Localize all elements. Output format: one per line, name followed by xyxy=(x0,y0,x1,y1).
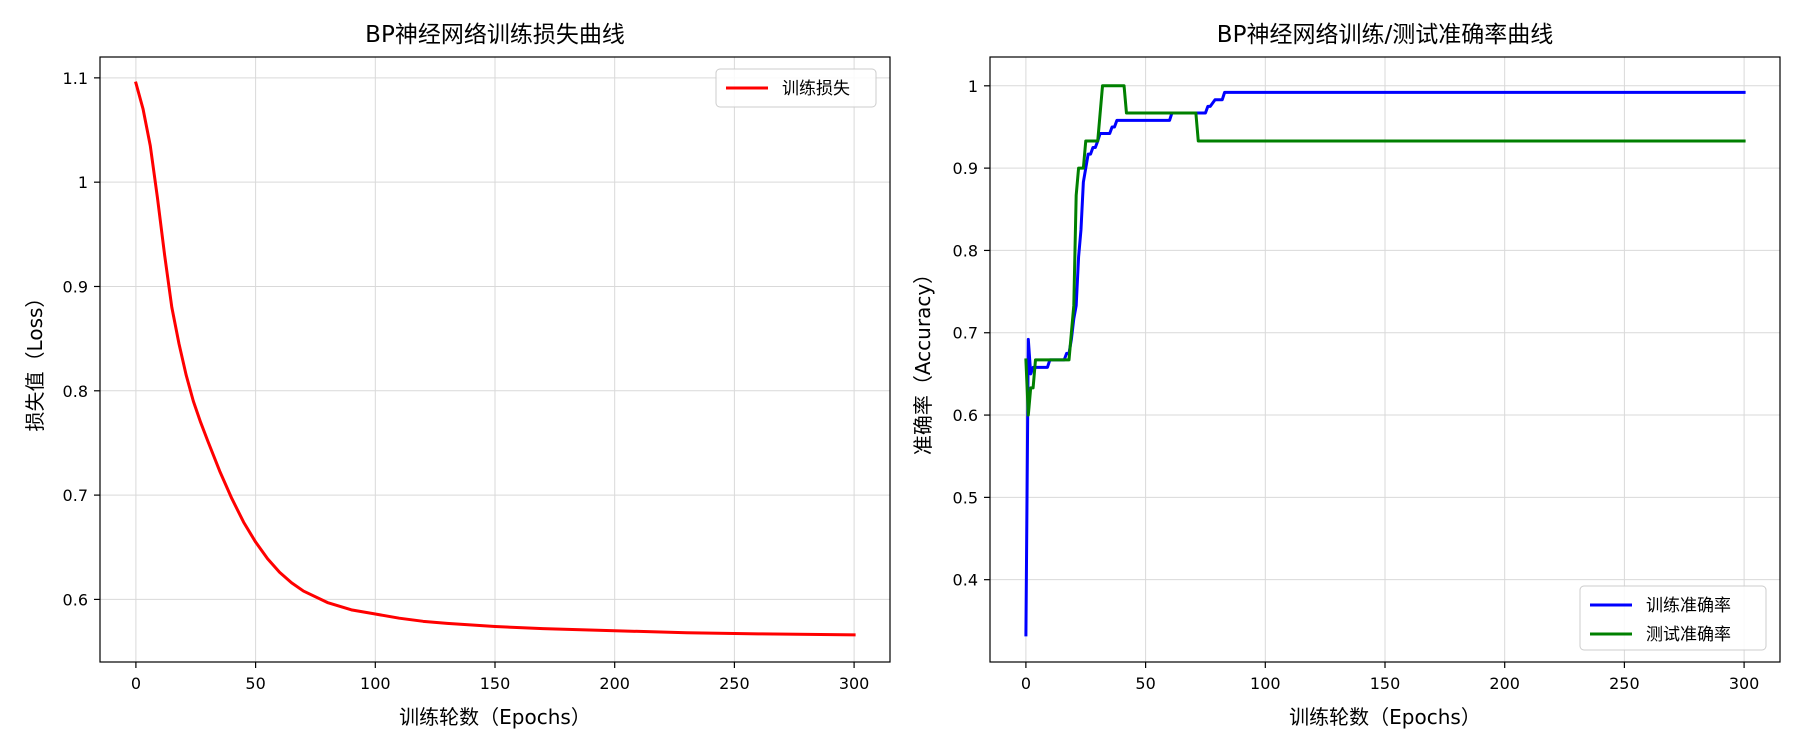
accuracy-chart-legend-label: 训练准确率 xyxy=(1646,596,1731,616)
accuracy-chart-title: BP神经网络训练/测试准确率曲线 xyxy=(1217,22,1553,48)
accuracy-chart-xtick-label: 100 xyxy=(1250,674,1281,693)
loss-chart-series-line-0 xyxy=(134,81,856,637)
accuracy-chart-series-line-1 xyxy=(1024,84,1746,417)
accuracy-chart-xtick-label: 300 xyxy=(1729,674,1760,693)
accuracy-chart-xtick-label: 150 xyxy=(1370,674,1401,693)
loss-chart-xtick-label: 250 xyxy=(719,674,750,693)
accuracy-chart-grid xyxy=(990,57,1780,662)
accuracy-chart-ytick-label: 0.4 xyxy=(953,571,978,590)
loss-chart-xtick-label: 200 xyxy=(599,674,630,693)
accuracy-chart-ytick-label: 0.6 xyxy=(953,406,978,425)
loss-chart-ytick-label: 1.1 xyxy=(63,69,88,88)
loss-chart-ylabel: 损失值（Loss） xyxy=(23,288,47,432)
loss-chart-title: BP神经网络训练损失曲线 xyxy=(365,22,625,48)
accuracy-chart-ytick-label: 1 xyxy=(968,77,978,96)
accuracy-chart-ytick-label: 0.7 xyxy=(953,324,978,343)
loss-chart-xlabel: 训练轮数（Epochs） xyxy=(399,705,591,729)
loss-chart-xtick-label: 100 xyxy=(360,674,391,693)
accuracy-chart-legend-label: 测试准确率 xyxy=(1646,625,1731,645)
loss-chart-ticks: 0 50 100 150 200 250 300 0.6 0.7 0.8 0.9 1 1.1 xyxy=(63,69,870,693)
loss-chart-ytick-label: 0.7 xyxy=(63,486,88,505)
loss-chart-legend: 训练损失 xyxy=(715,68,877,108)
accuracy-chart-xtick-label: 50 xyxy=(1135,674,1155,693)
loss-chart-xtick-label: 50 xyxy=(245,674,265,693)
accuracy-chart-ytick-label: 0.9 xyxy=(953,159,978,178)
loss-chart-series xyxy=(134,81,856,637)
accuracy-chart-ylabel: 准确率（Accuracy） xyxy=(911,264,935,455)
loss-chart-xtick-label: 300 xyxy=(839,674,870,693)
accuracy-chart-xtick-label: 200 xyxy=(1489,674,1520,693)
loss-chart-xtick-label: 150 xyxy=(480,674,511,693)
accuracy-chart-series xyxy=(1024,84,1746,637)
accuracy-chart-xtick-label: 0 xyxy=(1021,674,1031,693)
loss-chart-ytick-label: 1 xyxy=(78,173,88,192)
loss-chart-xtick-label: 0 xyxy=(131,674,141,693)
loss-chart-legend-label: 训练损失 xyxy=(782,79,850,99)
accuracy-chart-ticks: 0 50 100 150 200 250 300 0.4 0.5 0.6 0.7 0.8 0.9 1 xyxy=(953,77,1760,693)
loss-chart: BP神经网络训练损失曲线 0 50 100 150 200 250 300 0.6 0.7 0.8… xyxy=(23,22,891,729)
loss-chart-grid xyxy=(100,57,890,662)
accuracy-chart-xlabel: 训练轮数（Epochs） xyxy=(1289,705,1481,729)
accuracy-chart: BP神经网络训练/测试准确率曲线 0 50 100 150 200 250 300 0.4 0.… xyxy=(911,22,1781,729)
loss-chart-ytick-label: 0.8 xyxy=(63,382,88,401)
accuracy-chart-ytick-label: 0.8 xyxy=(953,241,978,260)
accuracy-chart-xtick-label: 250 xyxy=(1609,674,1640,693)
loss-chart-ytick-label: 0.9 xyxy=(63,277,88,296)
accuracy-chart-ytick-label: 0.5 xyxy=(953,488,978,507)
loss-chart-ytick-label: 0.6 xyxy=(63,590,88,609)
loss-chart-legend-box xyxy=(715,68,877,108)
